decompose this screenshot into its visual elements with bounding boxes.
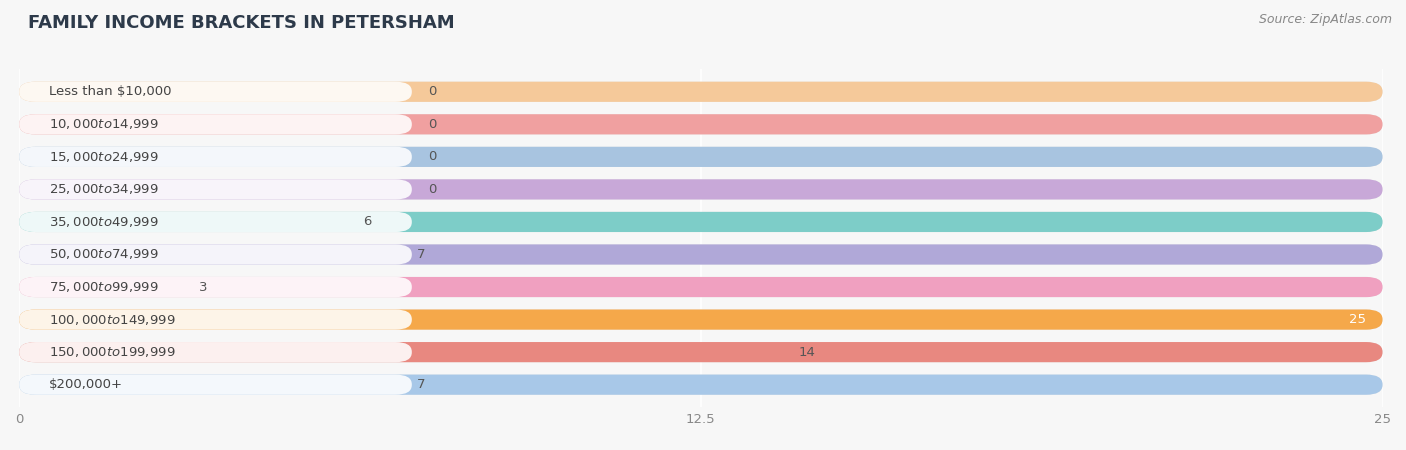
FancyBboxPatch shape [20,342,1382,362]
Text: $15,000 to $24,999: $15,000 to $24,999 [49,150,159,164]
Text: 0: 0 [429,183,436,196]
FancyBboxPatch shape [20,212,1382,232]
FancyBboxPatch shape [20,114,412,135]
FancyBboxPatch shape [20,244,1382,265]
FancyBboxPatch shape [20,244,412,265]
FancyBboxPatch shape [20,114,1382,135]
FancyBboxPatch shape [20,147,412,167]
Text: $35,000 to $49,999: $35,000 to $49,999 [49,215,159,229]
FancyBboxPatch shape [20,114,1382,135]
FancyBboxPatch shape [20,244,1382,265]
Text: $100,000 to $149,999: $100,000 to $149,999 [49,313,176,327]
FancyBboxPatch shape [20,277,1382,297]
Text: 0: 0 [429,86,436,98]
Text: 3: 3 [200,280,208,293]
Text: $25,000 to $34,999: $25,000 to $34,999 [49,182,159,196]
Text: FAMILY INCOME BRACKETS IN PETERSHAM: FAMILY INCOME BRACKETS IN PETERSHAM [28,14,454,32]
Text: 7: 7 [418,248,426,261]
Text: Less than $10,000: Less than $10,000 [49,86,172,98]
FancyBboxPatch shape [20,179,1382,199]
Text: 14: 14 [799,346,815,359]
Text: $50,000 to $74,999: $50,000 to $74,999 [49,248,159,261]
FancyBboxPatch shape [20,277,412,297]
FancyBboxPatch shape [20,179,1382,199]
FancyBboxPatch shape [20,342,412,362]
Text: $200,000+: $200,000+ [49,378,124,391]
FancyBboxPatch shape [20,374,412,395]
FancyBboxPatch shape [20,82,412,102]
Text: 0: 0 [429,118,436,131]
FancyBboxPatch shape [20,212,412,232]
FancyBboxPatch shape [20,82,1382,102]
FancyBboxPatch shape [20,147,1382,167]
FancyBboxPatch shape [20,310,1382,330]
FancyBboxPatch shape [20,310,412,330]
FancyBboxPatch shape [20,147,1382,167]
Text: 7: 7 [418,378,426,391]
FancyBboxPatch shape [20,212,1382,232]
Text: 25: 25 [1350,313,1367,326]
Text: 0: 0 [429,150,436,163]
Text: $150,000 to $199,999: $150,000 to $199,999 [49,345,176,359]
FancyBboxPatch shape [20,277,1382,297]
Text: Source: ZipAtlas.com: Source: ZipAtlas.com [1258,14,1392,27]
Text: 6: 6 [363,216,371,229]
Text: $10,000 to $14,999: $10,000 to $14,999 [49,117,159,131]
Text: $75,000 to $99,999: $75,000 to $99,999 [49,280,159,294]
FancyBboxPatch shape [20,179,412,199]
FancyBboxPatch shape [20,374,1382,395]
FancyBboxPatch shape [20,374,1382,395]
FancyBboxPatch shape [20,310,1382,330]
FancyBboxPatch shape [20,82,1382,102]
FancyBboxPatch shape [20,342,1382,362]
